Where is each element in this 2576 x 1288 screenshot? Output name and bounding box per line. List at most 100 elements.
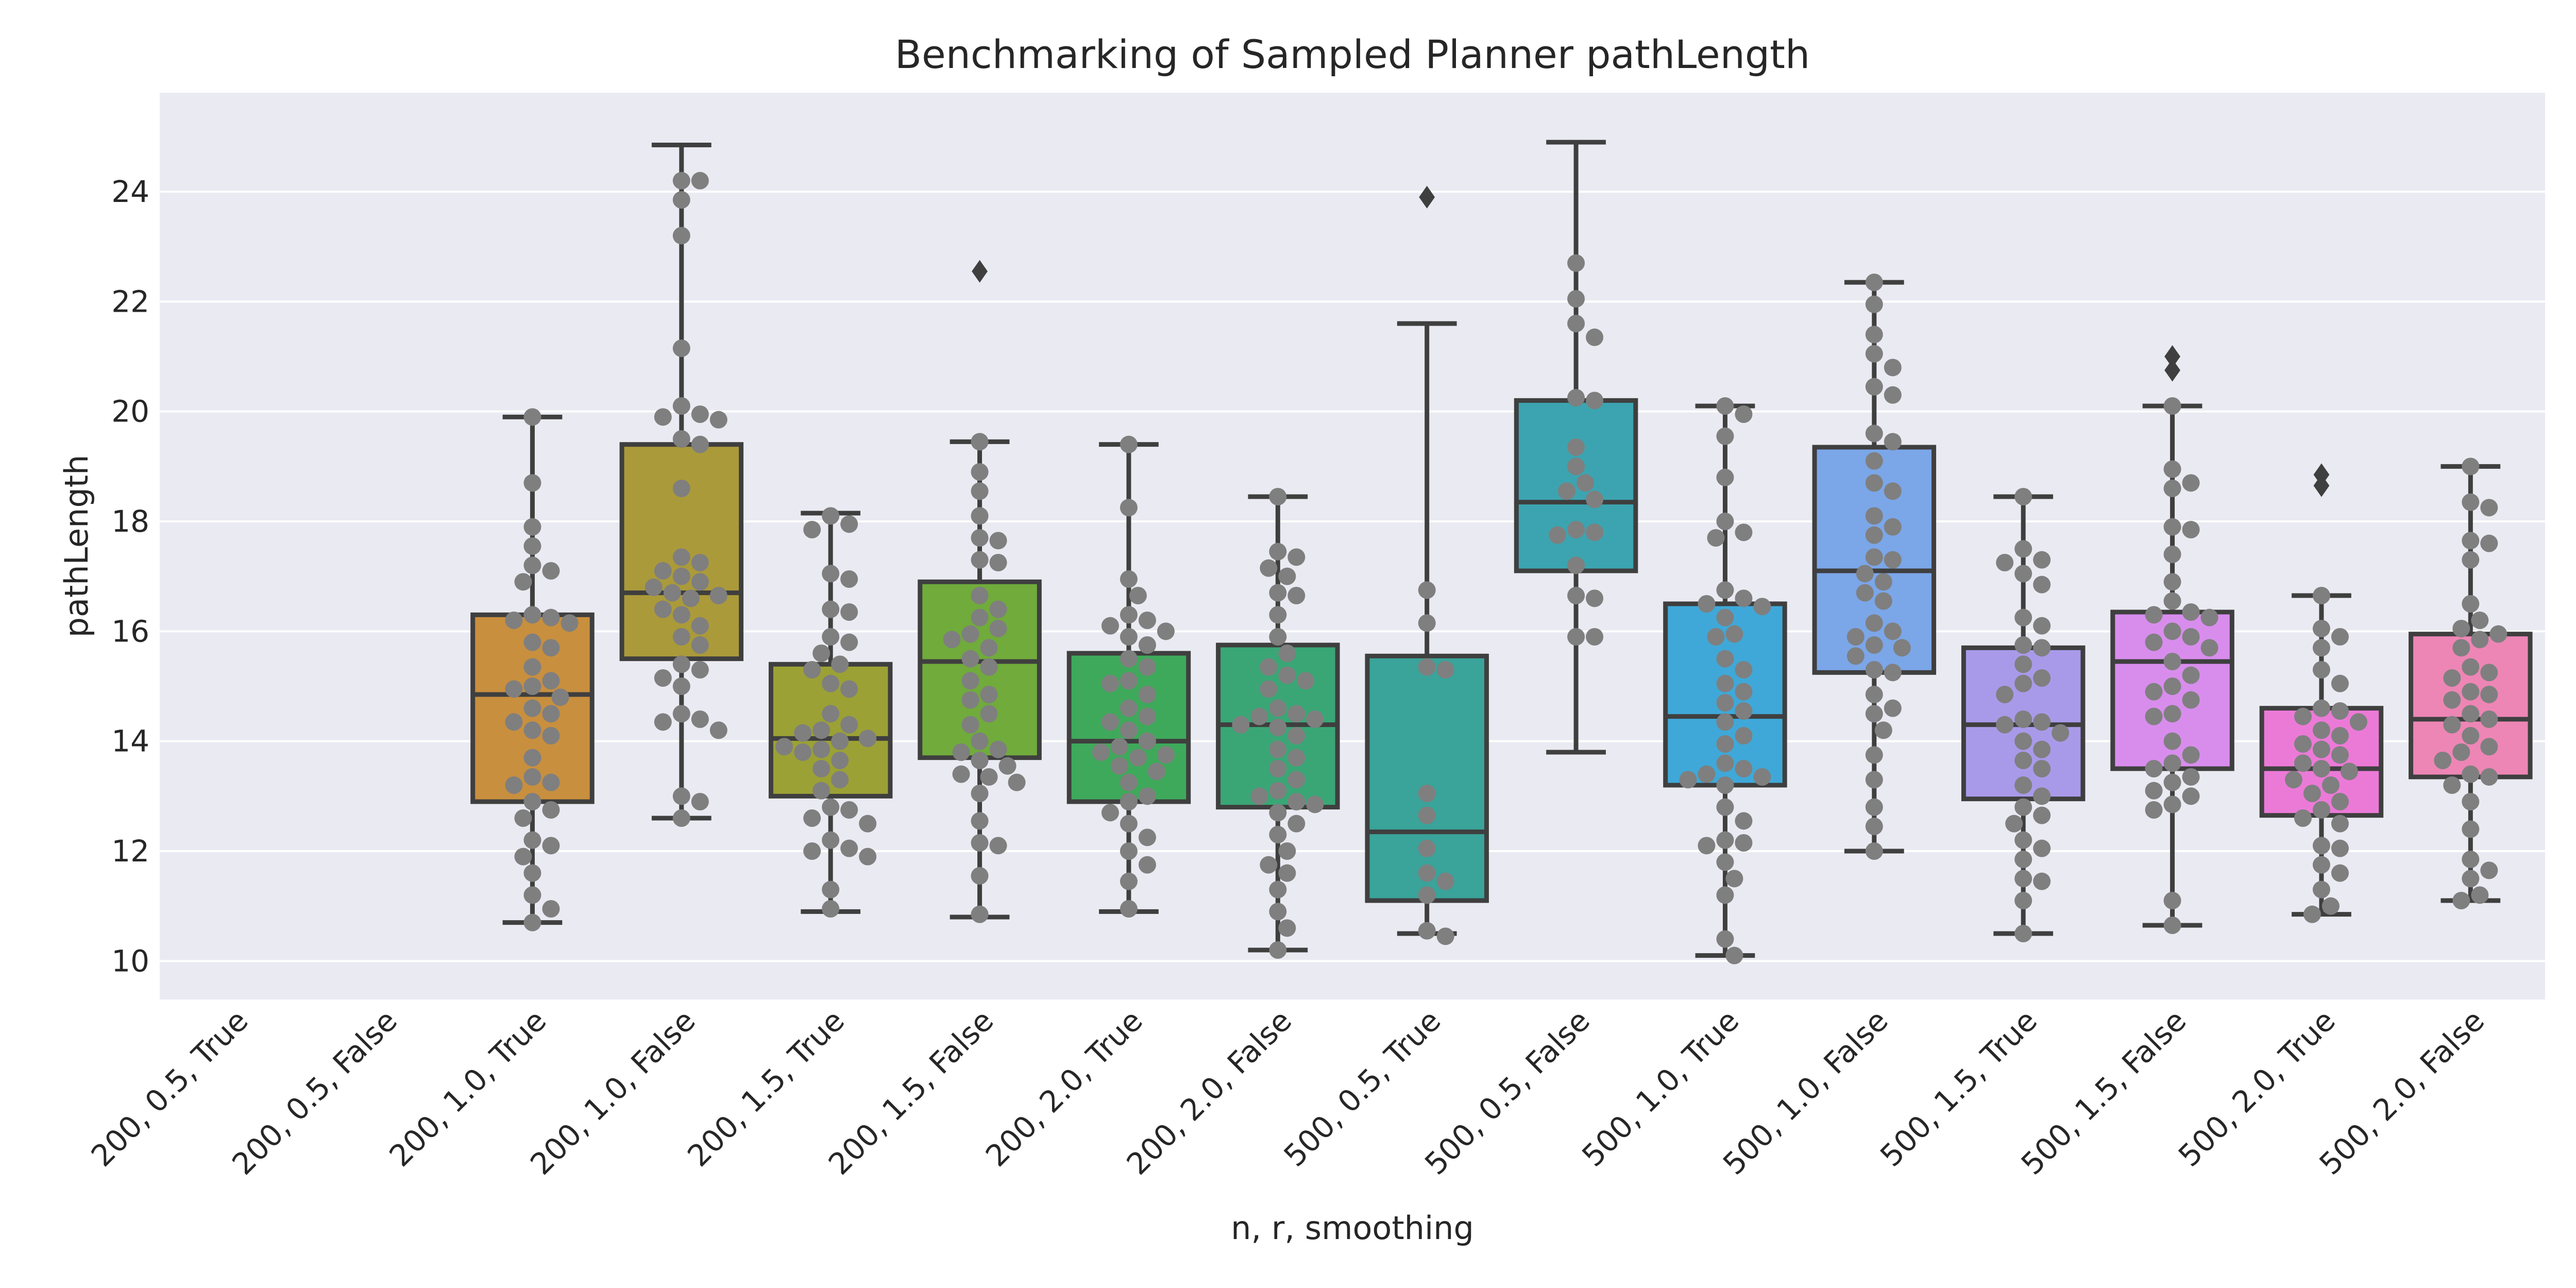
data-point [989, 532, 1007, 550]
outlier-point [972, 260, 988, 283]
data-point [1735, 727, 1753, 744]
data-point [859, 848, 877, 866]
data-point [1716, 581, 1734, 599]
data-point [542, 801, 560, 819]
data-point [672, 787, 690, 805]
data-point [672, 191, 690, 209]
data-point [672, 227, 690, 245]
data-point [2480, 534, 2498, 552]
data-point [2321, 776, 2340, 794]
data-point [980, 639, 998, 657]
data-point [2052, 724, 2070, 742]
data-point [1716, 608, 1734, 626]
data-point [2163, 518, 2181, 536]
data-point [2452, 639, 2470, 657]
data-point [523, 677, 541, 695]
data-point [1120, 628, 1138, 646]
box-group [1216, 488, 1340, 959]
data-point [1586, 628, 1604, 646]
data-point [1269, 804, 1287, 822]
data-point [1287, 771, 1306, 789]
box-group [768, 507, 893, 918]
data-point [2321, 897, 2340, 915]
data-point [1120, 570, 1138, 588]
data-point [2462, 727, 2480, 744]
data-point [1884, 433, 1902, 451]
data-point [2014, 831, 2032, 849]
data-point [2312, 587, 2330, 604]
data-point [1846, 628, 1865, 646]
data-point [2303, 785, 2321, 802]
data-point [2033, 806, 2051, 824]
data-point [971, 551, 989, 569]
data-point [1157, 746, 1175, 764]
data-point [1436, 927, 1454, 945]
data-point [1865, 526, 1883, 544]
data-point [1716, 776, 1734, 794]
data-point [1278, 919, 1296, 937]
data-point [840, 633, 858, 651]
x-tick-label: 200, 0.5, True [84, 1003, 255, 1174]
data-point [654, 408, 672, 426]
data-point [1716, 427, 1734, 445]
data-point [1269, 941, 1287, 959]
outlier-point [1419, 185, 1435, 209]
data-point [2182, 521, 2200, 538]
data-point [1874, 721, 1892, 739]
data-point [971, 482, 989, 500]
data-point [840, 603, 858, 621]
box-group [470, 408, 595, 931]
box-plots [470, 140, 2533, 964]
data-point [840, 680, 858, 698]
data-point [2033, 839, 2051, 857]
data-point [1716, 886, 1734, 904]
data-point [1269, 782, 1287, 800]
data-point [2331, 727, 2349, 744]
data-point [840, 570, 858, 588]
data-point [971, 785, 989, 802]
data-point [1735, 661, 1753, 679]
data-point [1418, 658, 1436, 676]
data-point [840, 515, 858, 533]
y-tick-label: 20 [111, 394, 149, 429]
data-point [1567, 556, 1585, 574]
data-point [1567, 290, 1585, 308]
data-point [691, 554, 709, 571]
data-point [1101, 674, 1119, 692]
data-point [1753, 598, 1771, 616]
data-point [2443, 691, 2461, 709]
data-point [523, 556, 541, 574]
data-point [2014, 776, 2032, 794]
y-tick-label: 24 [111, 174, 149, 209]
data-point [812, 740, 831, 758]
data-point [2163, 573, 2181, 591]
y-tick-labels: 10 12 14 16 18 20 22 24 [111, 174, 149, 978]
data-point [1138, 707, 1156, 725]
data-point [1884, 699, 1902, 717]
data-point [2033, 872, 2051, 890]
data-point [551, 688, 569, 706]
y-tick-label: 22 [111, 284, 149, 319]
data-point [523, 633, 541, 651]
data-point [542, 562, 560, 580]
data-point [1418, 785, 1436, 802]
data-point [812, 782, 831, 800]
data-point [1996, 554, 2014, 571]
data-point [1856, 584, 1874, 602]
data-point [2182, 768, 2200, 786]
data-point [542, 705, 560, 723]
data-point [672, 606, 690, 624]
data-point [952, 765, 970, 783]
data-point [971, 752, 989, 769]
data-point [561, 614, 579, 632]
data-point [1716, 754, 1734, 772]
data-point [1250, 787, 1268, 805]
data-point [1884, 482, 1902, 500]
data-point [1865, 686, 1883, 703]
data-point [709, 411, 727, 429]
data-point [2312, 760, 2330, 777]
data-point [961, 625, 979, 643]
data-point [2033, 551, 2051, 569]
data-point [2331, 839, 2349, 857]
